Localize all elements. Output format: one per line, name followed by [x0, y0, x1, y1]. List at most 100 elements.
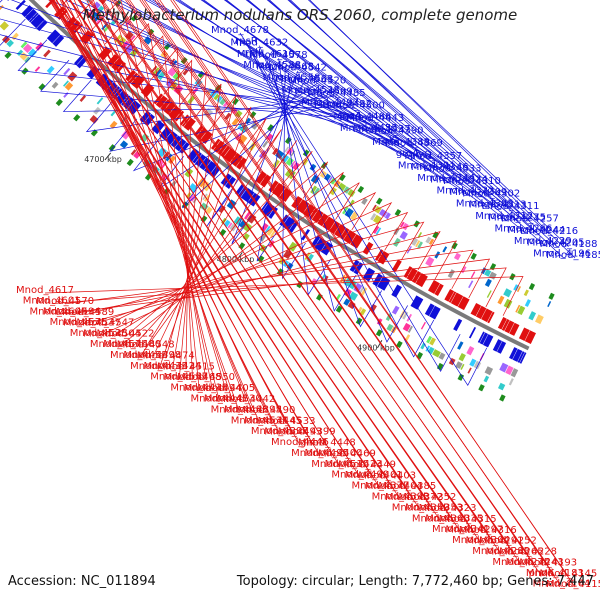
- leader-line: [85, 95, 337, 133]
- category-bar: [375, 227, 382, 236]
- gene-label: Mnod_4609: [29, 306, 87, 317]
- leader-line: [79, 0, 442, 522]
- category-bar: [270, 229, 277, 238]
- category-bar: [310, 185, 318, 194]
- category-bar: [402, 311, 409, 320]
- category-bar: [262, 140, 269, 148]
- category-bar: [43, 49, 51, 58]
- leader-line: [10, 0, 389, 144]
- scale-tick: [376, 339, 383, 349]
- green-marker: [499, 394, 506, 402]
- reverse-gene-arrow: [504, 320, 515, 334]
- forward-gene-arrow: [225, 176, 237, 189]
- forward-gene-arrow: [240, 187, 255, 203]
- leader-line: [256, 80, 292, 262]
- category-bar: [103, 24, 111, 33]
- leader-line: [51, 267, 507, 308]
- leader-line: [282, 69, 306, 280]
- gene-label: Mnod_4388: [372, 137, 430, 148]
- leader-line: [170, 0, 569, 577]
- category-bar: [469, 358, 477, 367]
- leader-line: [59, 0, 287, 424]
- reverse-gene-arrow: [98, 46, 112, 61]
- category-bar: [188, 183, 198, 193]
- leader-line: [0, 6, 382, 133]
- category-bar: [402, 322, 411, 332]
- forward-gene-arrow: [192, 152, 202, 164]
- category-bar: [19, 52, 28, 61]
- green-marker: [257, 255, 265, 263]
- category-bar: [410, 237, 419, 246]
- topology-text: Topology: circular; Length: 7,772,460 bp…: [236, 574, 594, 589]
- leader-line: [159, 0, 562, 587]
- gene-label: Mnod_4205: [527, 237, 585, 248]
- gene-label: Mnod_4311: [482, 201, 540, 212]
- category-bar: [399, 221, 405, 228]
- category-bar: [337, 182, 347, 191]
- green-marker: [394, 209, 402, 217]
- gene-label: Mnod_4617: [16, 285, 74, 296]
- leader-line: [200, 0, 473, 185]
- leader-line: [79, 0, 254, 413]
- category-bar: [227, 222, 233, 229]
- category-bar: [35, 42, 44, 51]
- category-bar: [63, 67, 71, 76]
- gene-label: Mnod_4164: [533, 579, 591, 590]
- green-marker: [478, 384, 485, 392]
- reverse-gene-arrow: [524, 330, 536, 344]
- category-bar: [515, 304, 521, 313]
- category-bar: [407, 325, 413, 333]
- green-marker: [375, 329, 383, 337]
- leader-line: [51, 0, 314, 446]
- gene-label: Mnod_4482: [314, 99, 372, 110]
- forward-gene-arrow: [301, 228, 310, 241]
- gene-label: Mnod_4291: [466, 535, 524, 546]
- reverse-gene-arrow: [374, 249, 384, 261]
- gene-label: Mnod_4563: [275, 74, 333, 85]
- category-bar: [0, 21, 9, 31]
- forward-gene-arrow: [496, 341, 507, 354]
- category-bar: [425, 236, 432, 244]
- category-bar: [353, 282, 363, 293]
- category-bar: [6, 39, 14, 48]
- gene-label: Mnod_4322: [437, 186, 495, 197]
- leader-line: [70, 0, 267, 414]
- category-bar: [188, 194, 196, 202]
- leader-line: [69, 0, 421, 511]
- forward-gene-arrow: [165, 130, 178, 145]
- gene-label: Mnod_4437: [353, 124, 411, 135]
- category-bar: [484, 366, 494, 376]
- green-marker: [267, 124, 274, 132]
- gene-label: Mnod_4401: [345, 470, 403, 481]
- scale-tick: [104, 152, 112, 161]
- leader-line: [129, 0, 522, 566]
- leader-line: [239, 32, 488, 387]
- gene-label: Mnod_4515: [157, 361, 215, 372]
- leader-line: [0, 18, 363, 120]
- gene-label: Mnod_4594: [43, 307, 101, 318]
- category-bar: [244, 211, 251, 220]
- reverse-gene-arrow: [497, 317, 507, 330]
- gene-label: Mnod_4550: [177, 372, 235, 383]
- gene-label: Mnod_4229: [514, 236, 572, 247]
- leader-line: [139, 0, 529, 555]
- category-bar: [385, 313, 393, 322]
- category-bar: [204, 194, 211, 202]
- category-bar: [455, 361, 463, 369]
- forward-gene-arrow: [477, 331, 485, 343]
- gene-label: Mnod_4257: [501, 214, 559, 225]
- gene-label: Mnod_4498: [123, 350, 181, 361]
- green-marker: [4, 51, 12, 59]
- forward-gene-arrow: [479, 332, 489, 345]
- leader-line: [89, 0, 455, 522]
- category-bar: [370, 213, 377, 221]
- category-bar: [63, 80, 69, 87]
- forward-gene-arrow: [391, 284, 402, 298]
- category-bar: [361, 197, 368, 205]
- green-marker: [528, 283, 536, 291]
- gene-label: Mnod_4445: [244, 416, 302, 427]
- gene-label: Mnod_4283: [472, 546, 530, 557]
- leader-line: [40, 59, 350, 119]
- category-bar: [524, 299, 531, 307]
